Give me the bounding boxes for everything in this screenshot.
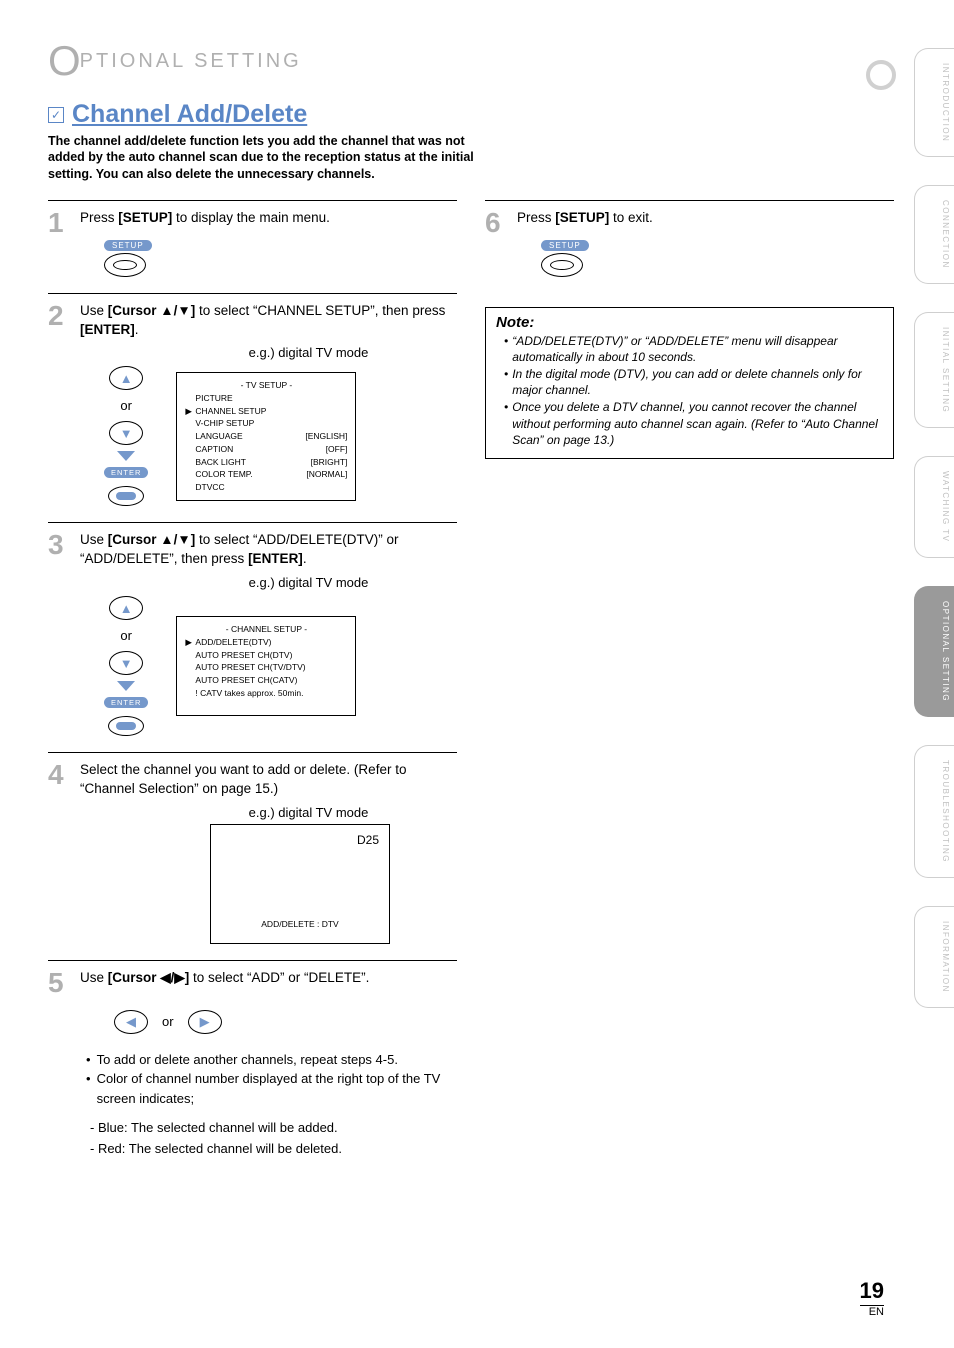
step-3: 3 Use [Cursor ▲/▼] to select “ADD/DELETE… — [48, 522, 457, 752]
menu-title: - TV SETUP - — [185, 379, 347, 392]
note-item: •“ADD/DELETE(DTV)” or “ADD/DELETE” menu … — [496, 333, 883, 365]
step-6-num: 6 — [485, 209, 507, 277]
menu-row: BACK LIGHT[BRIGHT] — [185, 456, 347, 469]
step-4: 4 Select the channel you want to add or … — [48, 752, 457, 960]
down-arrow-icon: ▼ — [109, 651, 143, 675]
sub-item: - Blue: The selected channel will be add… — [90, 1118, 457, 1139]
note-box: Note: •“ADD/DELETE(DTV)” or “ADD/DELETE”… — [485, 307, 894, 459]
step-1: 1 Press [SETUP] to display the main menu… — [48, 200, 457, 293]
note-item: •Once you delete a DTV channel, you cann… — [496, 399, 883, 448]
step-3-eg: e.g.) digital TV mode — [160, 575, 457, 590]
step-2-num: 2 — [48, 302, 70, 507]
menu-row: ! CATV takes approx. 50min. — [185, 687, 347, 700]
or-text: or — [120, 398, 132, 413]
page-lang: EN — [860, 1306, 884, 1318]
down-triangle-icon — [117, 681, 135, 691]
feature-intro: The channel add/delete function lets you… — [48, 133, 488, 182]
step-5-text: Use [Cursor ◀/▶] to select “ADD” or “DEL… — [80, 969, 457, 988]
tv-screen-preview: D25 ADD/DELETE : DTV — [210, 824, 390, 944]
note-item: •In the digital mode (DTV), you can add … — [496, 366, 883, 398]
setup-button-icon: SETUP — [104, 236, 152, 277]
enter-label: ENTER — [104, 697, 148, 708]
step-3-text: Use [Cursor ▲/▼] to select “ADD/DELETE(D… — [80, 531, 457, 569]
tv-setup-menu: - TV SETUP - PICTURE▶CHANNEL SETUPV-CHIP… — [176, 372, 356, 501]
bullet-item: •To add or delete another channels, repe… — [86, 1050, 457, 1070]
menu-row: ▶CHANNEL SETUP — [185, 405, 347, 418]
side-tab[interactable]: INITIAL SETTING — [914, 312, 954, 428]
left-right-arrows: ◀ or ▶ — [114, 1010, 457, 1034]
menu-row: LANGUAGE[ENGLISH] — [185, 430, 347, 443]
feature-title: Channel Add/Delete — [72, 100, 307, 129]
header-o: O — [48, 40, 84, 82]
down-arrow-icon: ▼ — [109, 421, 143, 445]
menu-row: ▶ADD/DELETE(DTV) — [185, 636, 347, 649]
page-num: 19 — [860, 1278, 884, 1306]
menu-row: COLOR TEMP.[NORMAL] — [185, 468, 347, 481]
setup-button-icon: SETUP — [541, 236, 589, 277]
step-2-eg: e.g.) digital TV mode — [160, 345, 457, 360]
side-tab[interactable]: WATCHING TV — [914, 456, 954, 557]
step-6-text: Press [SETUP] to exit. — [517, 209, 894, 228]
section-header: O PTIONAL SETTING — [48, 40, 894, 82]
channel-setup-menu: - CHANNEL SETUP - ▶ADD/DELETE(DTV)AUTO P… — [176, 616, 356, 716]
channel-number: D25 — [357, 833, 379, 847]
menu-row: AUTO PRESET CH(DTV) — [185, 649, 347, 662]
checkbox-icon: ✓ — [48, 107, 64, 123]
menu-row: DTVCC — [185, 481, 347, 494]
sub-item: - Red: The selected channel will be dele… — [90, 1139, 457, 1160]
oval-button-icon — [541, 253, 583, 277]
menu-title: - CHANNEL SETUP - — [185, 623, 347, 636]
side-tab[interactable]: TROUBLESHOOTING — [914, 745, 954, 878]
step-4-num: 4 — [48, 761, 70, 944]
step-5-num: 5 — [48, 969, 70, 1160]
screen-caption: ADD/DELETE : DTV — [211, 919, 389, 929]
menu-row: AUTO PRESET CH(CATV) — [185, 674, 347, 687]
header-text: PTIONAL SETTING — [80, 50, 302, 73]
right-column: 6 Press [SETUP] to exit. SETUP Note: •“A… — [485, 200, 894, 1176]
step-1-num: 1 — [48, 209, 70, 277]
menu-row: V-CHIP SETUP — [185, 417, 347, 430]
step-5: 5 Use [Cursor ◀/▶] to select “ADD” or “D… — [48, 960, 457, 1176]
setup-label: SETUP — [104, 240, 152, 251]
up-arrow-icon: ▲ — [109, 366, 143, 390]
dpad-up-down-2: ▲ or ▼ ENTER — [104, 596, 148, 736]
menu-row: PICTURE — [185, 392, 347, 405]
step-4-text: Select the channel you want to add or de… — [80, 761, 457, 799]
enter-button-icon — [108, 486, 144, 506]
or-text: or — [162, 1014, 174, 1029]
feature-title-row: ✓ Channel Add/Delete — [48, 100, 894, 129]
note-title: Note: — [496, 314, 883, 331]
enter-label: ENTER — [104, 467, 148, 478]
dpad-up-down: ▲ or ▼ ENTER — [104, 366, 148, 506]
page-number: 19 EN — [860, 1278, 884, 1318]
menu-row: AUTO PRESET CH(TV/DTV) — [185, 661, 347, 674]
right-arrow-icon: ▶ — [188, 1010, 222, 1034]
left-arrow-icon: ◀ — [114, 1010, 148, 1034]
left-column: 1 Press [SETUP] to display the main menu… — [48, 200, 457, 1176]
side-tab[interactable]: INFORMATION — [914, 906, 954, 1008]
side-tab[interactable]: OPTIONAL SETTING — [914, 586, 954, 717]
bullet-item: •Color of channel number displayed at th… — [86, 1069, 457, 1108]
step-2-text: Use [Cursor ▲/▼] to select “CHANNEL SETU… — [80, 302, 457, 340]
step-1-text: Press [SETUP] to display the main menu. — [80, 209, 457, 228]
setup-label: SETUP — [541, 240, 589, 251]
menu-row: CAPTION[OFF] — [185, 443, 347, 456]
step-4-eg: e.g.) digital TV mode — [160, 805, 457, 820]
side-tab[interactable]: CONNECTION — [914, 185, 954, 284]
step-5-bullets: •To add or delete another channels, repe… — [86, 1050, 457, 1109]
step-2: 2 Use [Cursor ▲/▼] to select “CHANNEL SE… — [48, 293, 457, 523]
side-tabs: INTRODUCTION CONNECTION INITIAL SETTING WAT… — [914, 48, 954, 1008]
oval-button-icon — [104, 253, 146, 277]
corner-circle-icon — [866, 60, 896, 90]
step-3-num: 3 — [48, 531, 70, 736]
enter-button-icon — [108, 716, 144, 736]
down-triangle-icon — [117, 451, 135, 461]
side-tab[interactable]: INTRODUCTION — [914, 48, 954, 157]
or-text: or — [120, 628, 132, 643]
step-5-sublist: - Blue: The selected channel will be add… — [90, 1118, 457, 1160]
up-arrow-icon: ▲ — [109, 596, 143, 620]
step-6: 6 Press [SETUP] to exit. SETUP — [485, 200, 894, 293]
